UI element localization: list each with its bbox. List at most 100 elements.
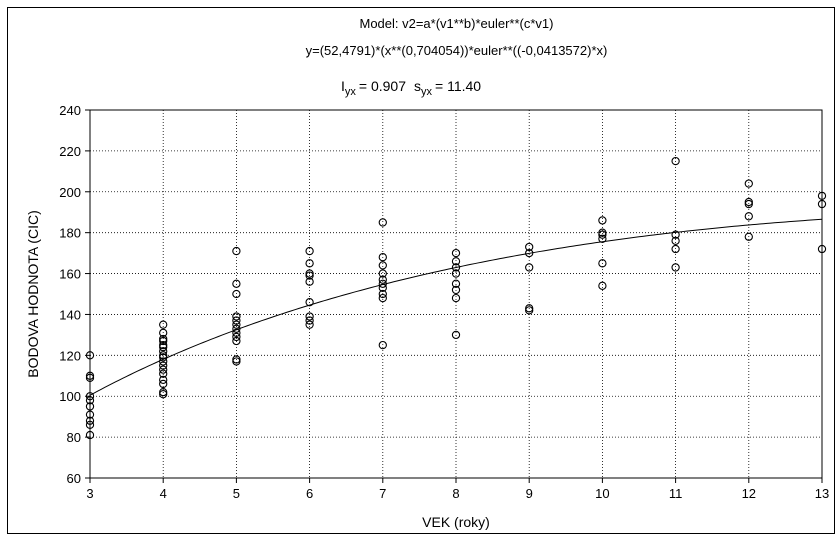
data-point xyxy=(159,365,168,374)
data-point xyxy=(305,320,314,329)
x-tick-label: 10 xyxy=(595,486,609,501)
data-point xyxy=(378,279,387,288)
data-point xyxy=(744,179,753,188)
x-tick-label: 6 xyxy=(306,486,313,501)
data-points xyxy=(85,156,827,440)
x-tick-label: 5 xyxy=(233,486,240,501)
data-point xyxy=(671,236,680,245)
data-point xyxy=(671,230,680,239)
data-point xyxy=(159,340,168,350)
x-tick-label: 12 xyxy=(742,486,756,501)
data-point xyxy=(598,228,607,237)
data-point xyxy=(451,285,461,295)
data-point xyxy=(671,244,680,254)
y-tick-label: 120 xyxy=(59,348,81,363)
stat-s-value: = 11.40 xyxy=(435,78,481,94)
y-tick-label: 240 xyxy=(59,103,81,118)
data-point xyxy=(305,246,314,256)
data-point xyxy=(85,402,95,411)
data-point xyxy=(671,156,680,166)
data-point xyxy=(159,387,168,397)
data-point xyxy=(232,332,241,342)
y-tick-label: 160 xyxy=(59,267,81,282)
data-point xyxy=(598,216,607,225)
x-axis-label: VEK (roky) xyxy=(422,514,490,530)
data-point xyxy=(378,253,387,262)
y-tick-label: 220 xyxy=(59,144,81,159)
y-axis-label: BODOVA HODNOTA (CIC) xyxy=(25,210,41,378)
data-point xyxy=(85,410,95,419)
data-point xyxy=(159,320,168,329)
data-point xyxy=(305,298,314,307)
data-point xyxy=(159,369,168,378)
data-point xyxy=(451,293,461,303)
data-point xyxy=(159,375,168,385)
data-point xyxy=(817,244,827,254)
stat-r-subscript: yx xyxy=(345,86,357,98)
data-point xyxy=(232,316,241,325)
data-point xyxy=(232,336,241,346)
data-point xyxy=(378,293,387,303)
data-point xyxy=(525,304,534,313)
chart-title-line-1: Model: v2=a*(v1**b)*euler**(c*v1) xyxy=(359,16,554,31)
stats-line: Iyx = 0.907 syx = 11.40 xyxy=(341,78,481,98)
data-point xyxy=(159,334,168,344)
x-tick-label: 7 xyxy=(379,486,386,501)
data-point xyxy=(232,312,241,321)
stat-r-value: = 0.907 xyxy=(359,78,406,94)
data-point xyxy=(85,416,95,425)
x-tick-label: 8 xyxy=(452,486,459,501)
data-point xyxy=(598,281,607,290)
stat-s-symbol: s xyxy=(414,78,421,94)
data-point xyxy=(159,357,168,366)
data-point xyxy=(159,361,168,370)
data-point xyxy=(232,279,241,288)
data-point xyxy=(744,197,753,207)
data-point xyxy=(159,379,168,389)
data-point xyxy=(85,430,95,440)
data-point xyxy=(525,248,534,258)
chart-frame xyxy=(7,7,835,534)
x-tick-label: 3 xyxy=(86,486,93,501)
data-point xyxy=(159,347,168,356)
data-point xyxy=(378,283,387,293)
data-point xyxy=(378,218,387,227)
grid-lines xyxy=(90,110,822,478)
data-point xyxy=(378,269,387,278)
data-point xyxy=(232,246,241,256)
stat-s-subscript: yx xyxy=(421,86,433,98)
data-point xyxy=(451,279,461,288)
x-tick-label: 13 xyxy=(815,486,829,501)
y-tick-label: 180 xyxy=(59,226,81,241)
x-tick-label: 4 xyxy=(160,486,167,501)
data-point xyxy=(451,269,461,278)
data-point xyxy=(451,248,461,258)
model-curve xyxy=(89,218,823,396)
data-point xyxy=(378,340,387,350)
data-point xyxy=(451,263,461,272)
y-tick-label: 140 xyxy=(59,307,81,322)
chart-title-line-2: y=(52,4791)*(x**(0,704054))*euler**((-0,… xyxy=(305,43,608,58)
y-tick-label: 60 xyxy=(67,471,81,486)
data-point xyxy=(817,199,827,209)
y-tick-labels: 60 80 100 120 140 160 180 200 220 240 xyxy=(59,103,81,486)
data-point xyxy=(85,392,95,401)
data-point xyxy=(305,269,314,278)
data-point xyxy=(85,371,95,380)
x-tick-label: 9 xyxy=(526,486,533,501)
data-point xyxy=(525,263,534,272)
data-point xyxy=(598,234,607,243)
data-point xyxy=(85,420,95,429)
data-point xyxy=(232,320,241,329)
data-point xyxy=(85,396,95,405)
y-tick-label: 200 xyxy=(59,185,81,200)
x-tick-label: 11 xyxy=(669,486,683,501)
data-point xyxy=(159,328,168,337)
data-point xyxy=(451,257,461,266)
data-point xyxy=(159,351,168,360)
data-point xyxy=(378,261,387,270)
data-point xyxy=(671,263,680,272)
data-point xyxy=(525,242,534,252)
data-point xyxy=(378,289,387,299)
